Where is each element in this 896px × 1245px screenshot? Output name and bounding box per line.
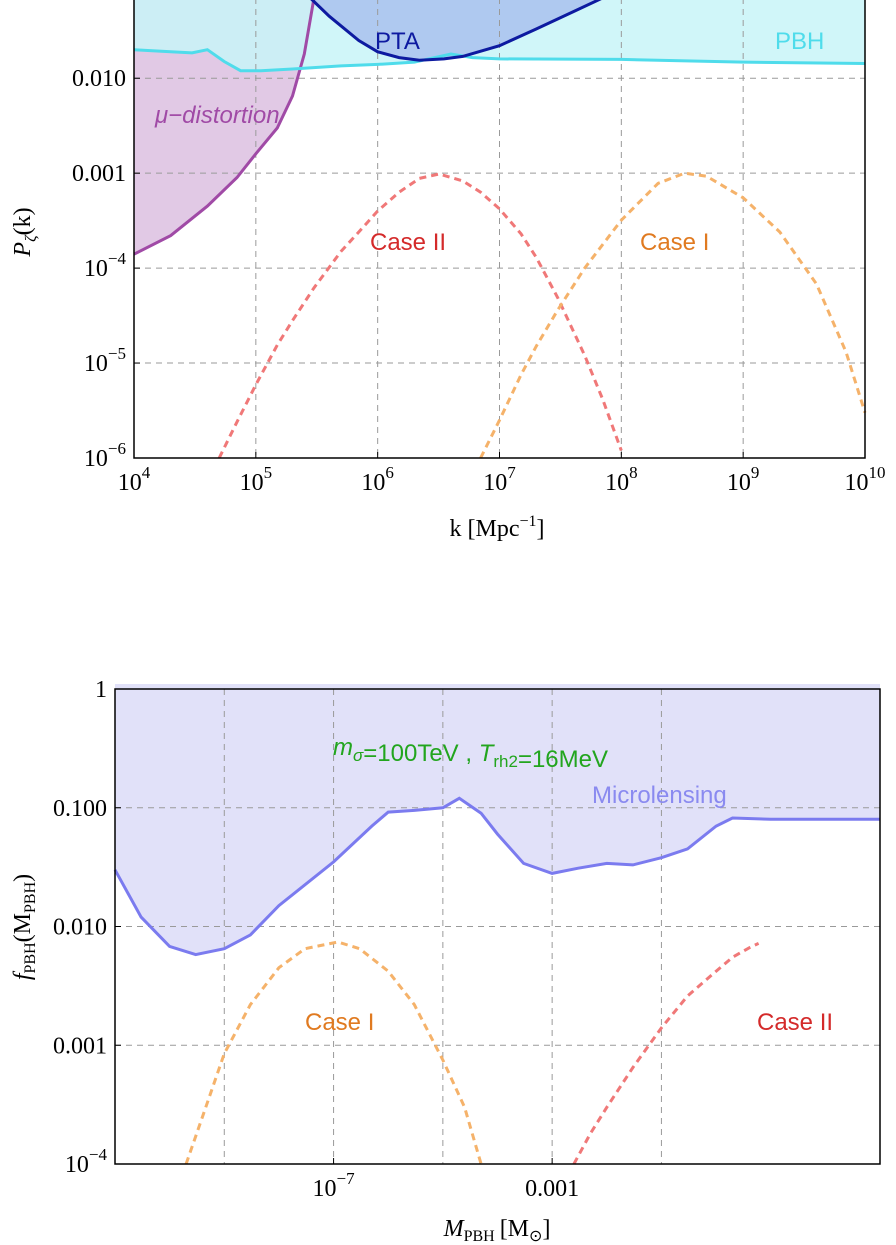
- annotation-part: rh2: [493, 752, 518, 771]
- pbh-label: PBH: [775, 28, 824, 55]
- annotation-part: σ: [353, 746, 364, 765]
- bottom-case2-label: Case II: [757, 1009, 833, 1036]
- top-x-tick-label: 106: [361, 463, 394, 496]
- top-x-tick-label: 107: [483, 463, 516, 496]
- bottom-region-fill-0: [115, 684, 880, 955]
- bottom-y-tick-label: 10−4: [65, 1145, 108, 1178]
- bottom-x-tick-label: 0.001: [525, 1176, 579, 1202]
- top-series-case-ii: [217, 172, 623, 459]
- bottom-y-tick-label: 0.001: [53, 1033, 107, 1059]
- top-region-line-pta: [310, 0, 602, 62]
- bottom-x-ticks: 10−7 0.001: [313, 1158, 579, 1202]
- bottom-case1-label: Case I: [305, 1009, 374, 1036]
- top-y-tick-label: 10−4: [84, 249, 127, 282]
- top-case2-label: Case II: [370, 229, 446, 256]
- bottom-y-tick-label: 0.010: [53, 915, 107, 941]
- top-x-tick-label: 109: [727, 463, 760, 496]
- top-region-fill-2: [312, 0, 599, 61]
- top-y-tick-label: 0.010: [72, 66, 126, 92]
- top-x-ticks: 104 105 106 107 108 109 1010: [118, 452, 886, 496]
- top-x-tick-label: 105: [240, 463, 272, 496]
- bottom-y-ticks: 1 0.100 0.010 0.001 10−4: [53, 677, 121, 1178]
- bottom-series-case-i: [184, 940, 483, 1165]
- top-y-tick-label: 10−5: [84, 344, 126, 377]
- pta-label: PTA: [375, 28, 420, 55]
- bottom-region-line-microlensing: [113, 796, 880, 957]
- annotation-part: T: [479, 740, 496, 767]
- microlensing-label: Microlensing: [592, 782, 727, 809]
- bottom-x-tick-label: 10−7: [313, 1169, 356, 1202]
- bottom-series-lines: [113, 796, 880, 1165]
- annotation-part: =100TeV ,: [363, 740, 478, 767]
- annotation-part: m: [333, 734, 353, 761]
- bottom-y-tick-label: 0.100: [53, 796, 107, 822]
- top-chart: 104 105 106 107 108 109 1010 0.010 0.001 10−4 10−…: [10, 0, 886, 542]
- top-x-tick-label: 1010: [845, 463, 886, 496]
- bottom-series-case-ii: [572, 942, 760, 1165]
- bottom-grid: [115, 688, 880, 1165]
- bottom-y-tick-label: 1: [95, 677, 107, 703]
- top-x-axis-label: k [Mpc−1]: [449, 513, 544, 542]
- top-region-line-pbh: [133, 48, 866, 73]
- mu-distortion-label: μ−distortion: [154, 102, 280, 129]
- top-y-tick-label: 0.001: [72, 161, 126, 187]
- top-x-tick-label: 108: [605, 463, 638, 496]
- bottom-x-axis-label: MPBH [M⊙]: [443, 1216, 551, 1245]
- top-y-ticks: 0.010 0.001 10−4 10−5 10−6: [72, 66, 140, 472]
- top-y-tick-label: 10−6: [84, 439, 126, 472]
- top-x-tick-label: 104: [118, 463, 151, 496]
- top-case1-label: Case I: [640, 229, 709, 256]
- bottom-y-axis-label: fPBH(MPBH): [10, 874, 39, 980]
- annotation-part: =16MeV: [518, 746, 608, 773]
- bottom-chart: 10−7 0.001 1 0.100 0.010 0.001 10−4 mσ=100TeV…: [10, 677, 881, 1245]
- top-series-lines: [133, 0, 867, 459]
- bottom-plot-area: [115, 684, 880, 955]
- top-plot-area: [134, 0, 865, 255]
- parameter-annotation: mσ=100TeV , Trh2=16MeV: [333, 734, 608, 773]
- top-y-axis-label: Pζ(k): [10, 207, 40, 257]
- top-series-case-i: [479, 171, 867, 459]
